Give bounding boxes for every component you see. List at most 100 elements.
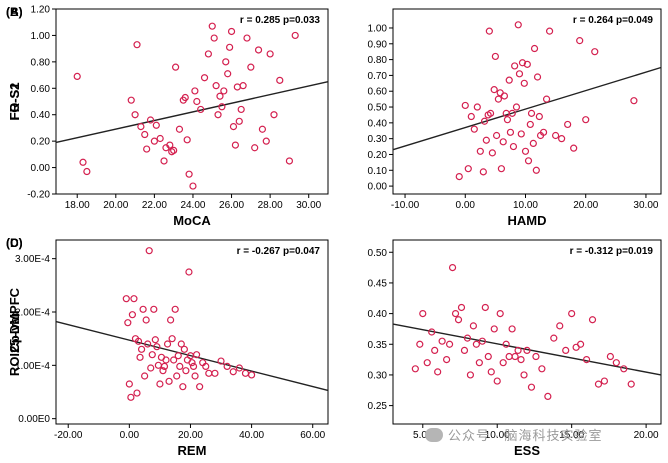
y-tick-label-c: 1.00E-4	[15, 361, 50, 372]
data-point-a	[137, 123, 145, 131]
y-tick-label-c: 3.00E-4	[15, 254, 50, 265]
data-point-b	[591, 48, 599, 56]
data-point-d	[416, 340, 424, 348]
y-tick-label-b: 0.30	[368, 134, 388, 145]
data-point-a	[247, 63, 255, 71]
data-point-c	[128, 311, 137, 319]
x-tick-label-a: 20.00	[103, 200, 128, 211]
data-point-c	[192, 351, 201, 359]
data-point-a	[285, 157, 294, 165]
y-tick-label-b: 0.00	[368, 182, 388, 193]
data-point-a	[79, 158, 87, 166]
data-point-b	[509, 142, 518, 151]
data-point-d	[568, 310, 576, 318]
data-point-b	[476, 147, 484, 155]
data-point-d	[487, 368, 495, 376]
data-point-b	[506, 128, 515, 136]
data-point-c	[124, 319, 132, 327]
x-tick-label-d: 5.00	[413, 430, 433, 441]
y-axis-title-b: FO-S1	[7, 82, 22, 120]
data-point-a	[193, 97, 201, 106]
x-tick-label-c: 60.00	[300, 430, 325, 441]
data-point-a	[210, 34, 218, 42]
x-tick-label-d: 15.00	[559, 430, 584, 441]
data-point-d	[594, 380, 603, 388]
data-point-a	[220, 87, 228, 95]
data-point-a	[133, 41, 141, 49]
data-point-a	[239, 82, 247, 90]
data-point-c	[173, 372, 181, 380]
data-point-a	[189, 182, 197, 190]
plot-frame-a	[55, 8, 329, 195]
data-point-d	[600, 377, 609, 385]
data-point-b	[499, 138, 507, 146]
stats-annotation-b: r = 0.264 p=0.049	[573, 15, 654, 26]
data-point-c	[122, 295, 130, 303]
y-tick-label-a: 0.20	[31, 137, 51, 148]
x-axis-title-d: ESS	[514, 443, 540, 458]
y-tick-label-a: 0.80	[31, 57, 51, 68]
data-point-b	[496, 89, 504, 97]
data-point-d	[527, 383, 536, 391]
data-point-c	[191, 372, 199, 380]
y-tick-label-b: 0.80	[368, 55, 388, 66]
data-point-b	[570, 144, 578, 152]
data-point-a	[212, 82, 220, 90]
data-point-c	[159, 367, 167, 375]
x-tick-label-b: 30.00	[633, 200, 658, 211]
x-tick-label-b: 0.00	[456, 200, 476, 211]
data-point-b	[488, 149, 496, 157]
fit-line-d	[392, 323, 662, 376]
data-point-c	[180, 345, 188, 353]
data-point-d	[606, 352, 614, 361]
data-point-d	[472, 340, 480, 348]
data-point-a	[166, 141, 174, 149]
data-point-d	[419, 310, 427, 318]
plot-frame-b	[392, 8, 662, 195]
data-point-b	[480, 117, 489, 125]
data-point-d	[475, 359, 483, 367]
data-point-d	[588, 316, 597, 324]
data-point-d	[460, 346, 469, 354]
data-point-b	[529, 139, 537, 148]
data-point-a	[258, 125, 267, 133]
data-point-d	[612, 359, 620, 367]
data-point-a	[131, 111, 139, 119]
data-point-b	[520, 79, 528, 87]
data-point-d	[451, 310, 460, 318]
data-point-b	[473, 103, 481, 111]
data-point-d	[411, 365, 419, 373]
data-point-d	[520, 371, 528, 379]
data-point-c	[127, 393, 135, 401]
data-point-c	[185, 268, 193, 276]
x-tick-label-d: 10.00	[485, 430, 510, 441]
y-tick-label-b: 0.20	[368, 150, 388, 161]
data-point-b	[542, 95, 551, 103]
data-point-a	[172, 63, 180, 71]
data-point-c	[229, 368, 237, 376]
data-point-c	[154, 361, 162, 369]
data-point-b	[467, 112, 475, 121]
data-point-a	[183, 136, 191, 144]
y-tick-label-d: 0.45	[368, 278, 388, 289]
data-point-a	[222, 58, 230, 66]
data-point-d	[438, 337, 446, 345]
data-point-a	[150, 137, 158, 145]
data-point-a	[160, 157, 168, 165]
data-point-c	[235, 364, 243, 372]
data-point-a	[191, 87, 199, 95]
data-point-b	[470, 125, 478, 133]
data-point-c	[153, 343, 161, 351]
data-point-a	[276, 76, 284, 84]
x-tick-label-a: 24.00	[180, 200, 205, 211]
data-point-a	[224, 70, 232, 78]
data-point-b	[486, 109, 495, 117]
data-point-b	[494, 95, 502, 103]
data-point-d	[457, 303, 466, 312]
watermark-text: 公众号 · 脑海科技实验室	[448, 428, 603, 443]
data-point-a	[237, 105, 245, 114]
data-point-a	[227, 27, 236, 36]
data-point-b	[535, 112, 543, 121]
data-point-a	[143, 145, 151, 153]
data-point-d	[448, 264, 457, 272]
